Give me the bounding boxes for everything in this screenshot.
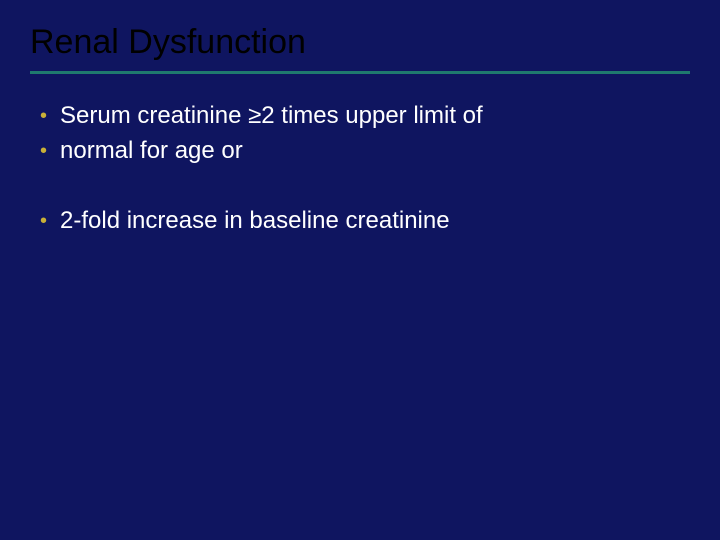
title-block: Renal Dysfunction xyxy=(0,0,720,74)
slide-title: Renal Dysfunction xyxy=(30,24,690,61)
bullet-row: • 2-fold increase in baseline creatinine xyxy=(40,205,680,237)
bullet-row: • Serum creatinine ≥2 times upper limit … xyxy=(40,100,680,132)
bullet-text: normal for age or xyxy=(60,135,680,167)
bullet-row: • normal for age or xyxy=(40,135,680,167)
slide: Renal Dysfunction • Serum creatinine ≥2 … xyxy=(0,0,720,540)
bullet-icon: • xyxy=(40,205,60,237)
bullet-icon: • xyxy=(40,100,60,132)
bullet-text: 2-fold increase in baseline creatinine xyxy=(60,205,680,237)
slide-content: • Serum creatinine ≥2 times upper limit … xyxy=(0,74,720,237)
bullet-text: Serum creatinine ≥2 times upper limit of xyxy=(60,100,680,132)
bullet-icon: • xyxy=(40,135,60,167)
spacer xyxy=(40,169,680,205)
